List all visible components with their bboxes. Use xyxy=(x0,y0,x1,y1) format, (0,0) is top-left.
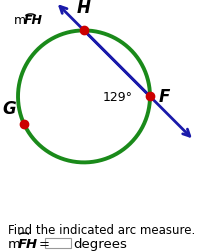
Text: =: = xyxy=(39,237,50,250)
Text: m: m xyxy=(14,14,26,26)
FancyBboxPatch shape xyxy=(45,238,71,248)
Text: FH: FH xyxy=(17,237,38,250)
Text: FH: FH xyxy=(24,14,43,26)
Text: H: H xyxy=(77,0,91,17)
Text: m: m xyxy=(8,237,21,250)
Text: Find the indicated arc measure.: Find the indicated arc measure. xyxy=(8,223,195,236)
Text: 129°: 129° xyxy=(103,90,133,104)
Text: G: G xyxy=(3,99,16,117)
Text: F: F xyxy=(159,88,170,106)
Text: degrees: degrees xyxy=(73,237,127,250)
